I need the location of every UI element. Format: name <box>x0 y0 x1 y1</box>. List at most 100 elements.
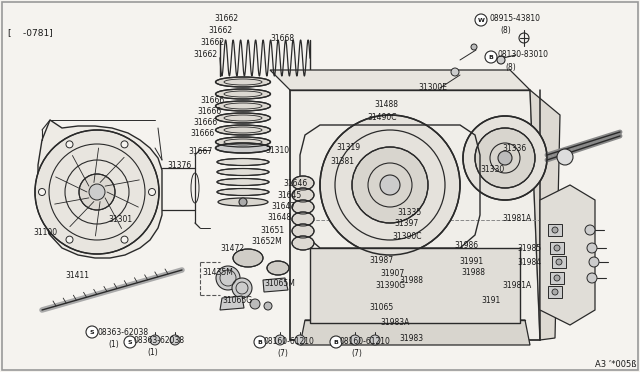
Circle shape <box>497 56 505 64</box>
Circle shape <box>557 149 573 165</box>
Polygon shape <box>270 70 530 90</box>
Text: 31646: 31646 <box>283 179 307 188</box>
Text: 31647: 31647 <box>271 202 295 211</box>
Text: 31662: 31662 <box>193 50 217 59</box>
Text: 08915-43810: 08915-43810 <box>490 14 541 23</box>
Circle shape <box>587 273 597 283</box>
Polygon shape <box>530 90 560 340</box>
Circle shape <box>471 44 477 50</box>
Text: (8): (8) <box>500 26 511 35</box>
Text: 31390C: 31390C <box>392 232 422 241</box>
Circle shape <box>275 335 285 345</box>
Text: S: S <box>128 340 132 345</box>
Ellipse shape <box>217 169 269 176</box>
Ellipse shape <box>217 179 269 186</box>
Text: 31651: 31651 <box>260 226 284 235</box>
Text: 31668: 31668 <box>270 34 294 43</box>
Ellipse shape <box>216 143 271 153</box>
Text: (1): (1) <box>108 340 119 349</box>
Text: 31987: 31987 <box>369 256 393 265</box>
Text: 31652M: 31652M <box>251 237 282 246</box>
Circle shape <box>587 243 597 253</box>
Polygon shape <box>38 120 162 258</box>
Ellipse shape <box>216 113 271 123</box>
Text: 31662: 31662 <box>208 26 232 35</box>
Text: 31065: 31065 <box>369 303 393 312</box>
Text: (8): (8) <box>505 63 516 72</box>
Text: 31666: 31666 <box>200 96 224 105</box>
Circle shape <box>148 189 156 196</box>
Ellipse shape <box>292 212 314 226</box>
Circle shape <box>380 175 400 195</box>
Text: 31983: 31983 <box>399 334 423 343</box>
Circle shape <box>254 336 266 348</box>
Text: 31666: 31666 <box>190 129 214 138</box>
Circle shape <box>66 236 73 243</box>
Text: 31065M: 31065M <box>264 279 295 288</box>
Circle shape <box>264 302 272 310</box>
Circle shape <box>463 116 547 200</box>
Polygon shape <box>310 248 520 323</box>
Text: 31981A: 31981A <box>502 281 531 290</box>
Circle shape <box>552 227 558 233</box>
Polygon shape <box>220 296 244 310</box>
Text: 31666: 31666 <box>197 107 221 116</box>
Text: 31100: 31100 <box>33 228 57 237</box>
Circle shape <box>250 299 260 309</box>
Text: 31330: 31330 <box>480 165 504 174</box>
Text: 31488: 31488 <box>374 100 398 109</box>
Text: 31991: 31991 <box>459 257 483 266</box>
Text: 31300E: 31300E <box>418 83 447 92</box>
Text: B: B <box>488 55 493 60</box>
Ellipse shape <box>217 189 269 196</box>
Ellipse shape <box>292 224 314 238</box>
Polygon shape <box>290 90 540 340</box>
Text: 31381: 31381 <box>330 157 354 166</box>
Text: 3191: 3191 <box>481 296 500 305</box>
Text: 31981A: 31981A <box>502 214 531 223</box>
Text: (7): (7) <box>351 349 362 358</box>
Text: 08363-62038: 08363-62038 <box>134 336 185 345</box>
Ellipse shape <box>292 188 314 202</box>
Circle shape <box>86 326 98 338</box>
Text: 31662: 31662 <box>200 38 224 47</box>
Circle shape <box>475 14 487 26</box>
Circle shape <box>556 259 562 265</box>
Text: 08130-83010: 08130-83010 <box>497 50 548 59</box>
Circle shape <box>232 278 252 298</box>
Circle shape <box>150 335 160 345</box>
Text: (7): (7) <box>277 349 288 358</box>
Text: 31645: 31645 <box>277 191 301 200</box>
Text: (1): (1) <box>147 348 157 357</box>
Circle shape <box>475 128 535 188</box>
Text: A3 ’*005ß: A3 ’*005ß <box>595 360 637 369</box>
Circle shape <box>330 336 342 348</box>
Text: 31490C: 31490C <box>367 113 397 122</box>
Polygon shape <box>548 224 562 236</box>
Text: 31376: 31376 <box>167 161 191 170</box>
Circle shape <box>124 336 136 348</box>
Text: [    -0781]: [ -0781] <box>8 28 52 37</box>
Text: 08160-61210: 08160-61210 <box>339 337 390 346</box>
Text: 08160-61210: 08160-61210 <box>264 337 315 346</box>
Text: 31335: 31335 <box>397 208 421 217</box>
Ellipse shape <box>218 198 268 206</box>
Text: 31310: 31310 <box>265 146 289 155</box>
Circle shape <box>498 151 512 165</box>
Text: B: B <box>257 340 262 345</box>
Text: 31065G: 31065G <box>222 296 252 305</box>
Ellipse shape <box>267 261 289 275</box>
Circle shape <box>554 275 560 281</box>
Ellipse shape <box>292 176 314 190</box>
Text: 31666: 31666 <box>193 118 217 127</box>
Polygon shape <box>548 286 562 298</box>
Circle shape <box>121 141 128 148</box>
Ellipse shape <box>216 125 271 135</box>
Ellipse shape <box>292 200 314 214</box>
Text: 31336: 31336 <box>502 144 526 153</box>
Text: 31986: 31986 <box>454 241 478 250</box>
Text: B: B <box>333 340 339 345</box>
Circle shape <box>585 225 595 235</box>
Circle shape <box>320 115 460 255</box>
Circle shape <box>552 289 558 295</box>
